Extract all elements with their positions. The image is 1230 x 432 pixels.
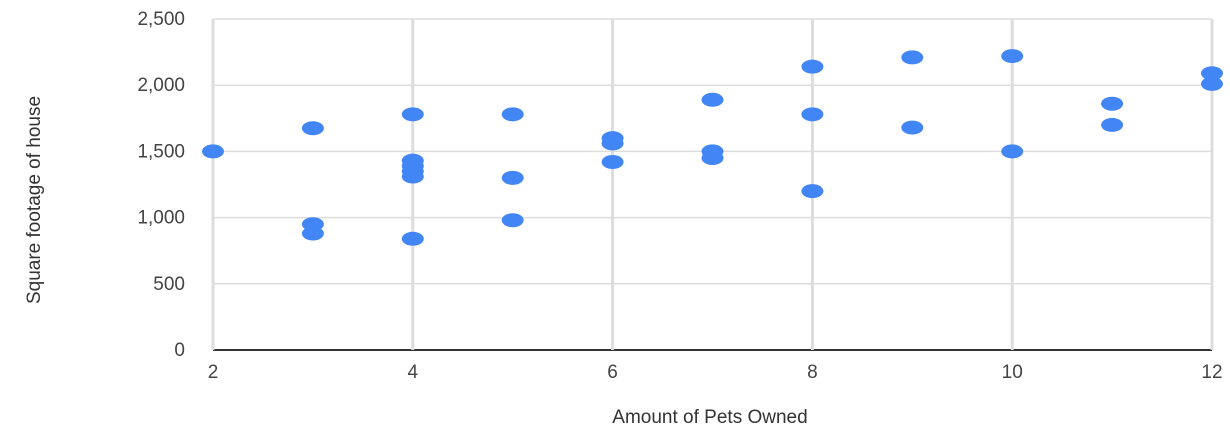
- data-point: [401, 169, 424, 184]
- data-point: [901, 120, 924, 135]
- data-point: [1201, 76, 1223, 91]
- data-point: [202, 144, 224, 159]
- data-point: [701, 151, 724, 166]
- data-points: [202, 49, 1223, 246]
- data-point: [901, 50, 924, 65]
- data-point: [501, 107, 524, 122]
- data-point: [801, 184, 824, 199]
- x-tick-label: 4: [408, 362, 419, 383]
- y-tick-label: 2,000: [137, 75, 185, 96]
- y-tick-label: 1,500: [137, 141, 185, 162]
- y-tick-label: 1,000: [137, 208, 185, 229]
- y-tick-label: 2,500: [137, 9, 185, 30]
- tick-labels: 0 500 1,000 1,500 2,000 2,500 2 4 6 8 10 12: [137, 9, 1222, 383]
- data-point: [601, 136, 624, 151]
- y-tick-label: 0: [174, 340, 185, 361]
- x-tick-label: 2: [208, 362, 219, 383]
- data-point: [501, 213, 524, 228]
- data-point: [301, 121, 324, 136]
- data-point: [1101, 96, 1124, 111]
- data-point: [801, 107, 824, 122]
- x-tick-label: 8: [807, 362, 818, 383]
- x-axis-title: Amount of Pets Owned: [612, 407, 807, 428]
- data-point: [601, 154, 624, 169]
- data-point: [1001, 144, 1024, 159]
- grid-lines: [211, 18, 1214, 351]
- data-point: [401, 231, 424, 246]
- x-tick-label: 10: [1002, 362, 1023, 383]
- data-point: [301, 226, 324, 241]
- y-tick-label: 500: [153, 274, 185, 295]
- data-point: [401, 107, 424, 122]
- data-point: [1001, 49, 1024, 64]
- data-point: [501, 170, 524, 185]
- data-point: [801, 59, 824, 74]
- data-point: [1101, 117, 1124, 132]
- x-tick-label: 12: [1201, 362, 1222, 383]
- data-point: [701, 92, 724, 107]
- y-axis-title: Square footage of house: [24, 96, 45, 304]
- data-point: [1201, 66, 1223, 81]
- x-tick-label: 6: [607, 362, 618, 383]
